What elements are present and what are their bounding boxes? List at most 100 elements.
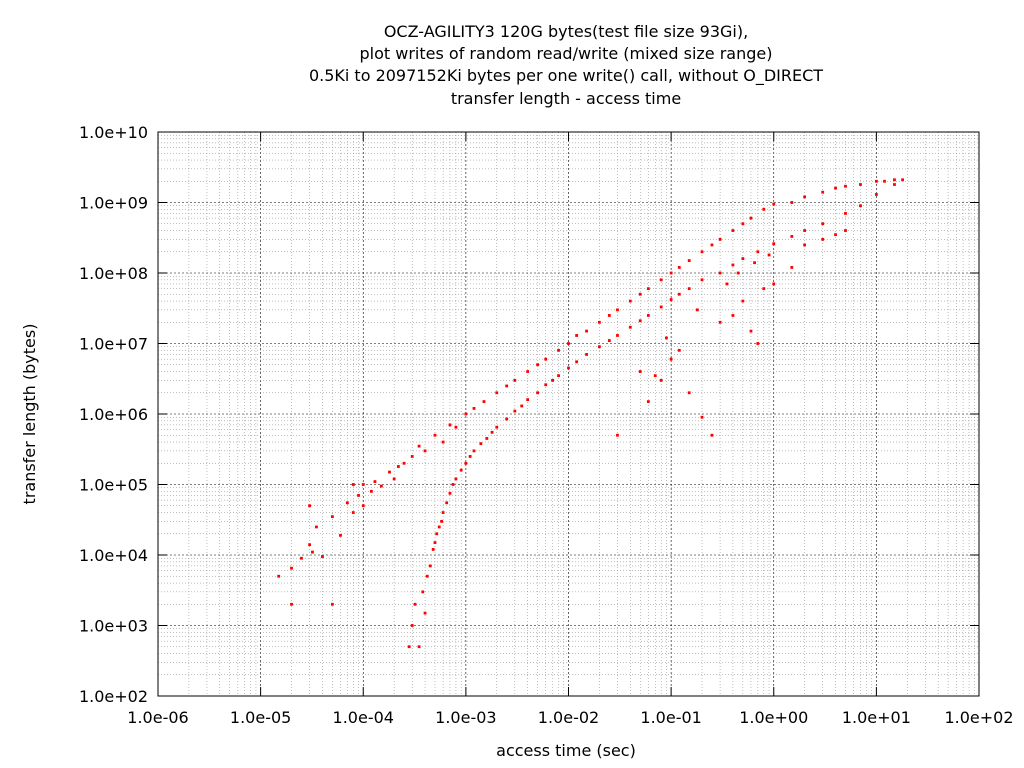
data-point — [351, 483, 355, 486]
data-point — [557, 348, 560, 352]
data-point — [736, 271, 740, 275]
data-point — [585, 329, 588, 333]
data-point — [472, 449, 476, 453]
data-point — [520, 404, 524, 408]
data-point — [485, 437, 489, 440]
data-point — [762, 207, 766, 211]
data-point — [345, 501, 349, 505]
chart-title: OCZ-AGILITY3 120G bytes(test file size 9… — [309, 22, 823, 108]
data-point — [567, 342, 570, 345]
data-point — [731, 263, 735, 267]
data-point — [700, 415, 704, 419]
data-point — [379, 484, 383, 488]
data-point — [441, 511, 445, 514]
data-point — [357, 494, 360, 497]
data-point — [417, 645, 421, 649]
data-point — [756, 342, 760, 345]
data-point — [388, 470, 391, 474]
data-point — [700, 250, 704, 254]
data-point — [451, 483, 455, 486]
data-point — [607, 314, 611, 317]
data-point — [373, 480, 377, 483]
data-point — [687, 287, 691, 291]
data-point — [413, 602, 417, 606]
data-point — [410, 455, 414, 458]
data-point — [687, 391, 691, 395]
data-point — [874, 179, 878, 183]
data-point — [731, 314, 735, 317]
data-point — [844, 229, 847, 232]
data-point — [883, 179, 886, 183]
data-point — [308, 504, 311, 508]
data-point — [821, 237, 825, 241]
data-point — [638, 292, 642, 296]
data-point — [669, 271, 673, 275]
data-point — [749, 329, 753, 333]
data-point — [762, 287, 766, 291]
data-point — [551, 378, 554, 382]
data-point — [687, 259, 691, 262]
data-point — [718, 320, 722, 324]
data-point — [505, 384, 509, 388]
data-point — [874, 193, 878, 196]
chart-title-line-2: plot writes of random read/write (mixed … — [360, 44, 773, 63]
data-point — [731, 229, 735, 232]
data-point — [544, 383, 548, 387]
chart-title-line-4: transfer length - access time — [451, 89, 681, 108]
plot-grid — [157, 132, 979, 697]
y-axis-ticks: 1.0e+02 1.0e+03 1.0e+04 1.0e+05 1.0e+06 1.0e+… — [79, 123, 979, 706]
data-point — [669, 298, 673, 301]
scatter-points — [277, 178, 904, 649]
x-axis-ticks: 1.0e-06 1.0e-05 1.0e-04 1.0e-03 1.0e-02 1.0e-… — [127, 132, 1014, 727]
data-point — [308, 543, 311, 547]
data-point — [468, 455, 472, 458]
data-point — [767, 253, 771, 257]
data-point — [361, 504, 365, 508]
data-point — [396, 465, 400, 468]
y-tick-label: 1.0e+05 — [79, 476, 148, 495]
data-point — [423, 449, 427, 453]
data-point — [495, 391, 499, 395]
data-point — [575, 334, 579, 337]
data-point — [392, 477, 396, 481]
data-point — [659, 278, 663, 282]
y-axis-label: transfer length (bytes) — [20, 324, 39, 505]
data-point — [677, 266, 681, 269]
data-point — [459, 468, 463, 472]
data-point — [677, 348, 681, 352]
data-point — [575, 360, 579, 364]
data-point — [646, 287, 650, 291]
data-point — [311, 550, 314, 554]
data-point — [710, 433, 714, 437]
data-point — [725, 282, 729, 286]
data-point — [448, 423, 452, 427]
data-point — [665, 336, 668, 340]
data-point — [821, 190, 825, 194]
data-point — [321, 555, 324, 558]
data-point — [718, 271, 722, 275]
data-point — [772, 242, 776, 246]
data-point — [431, 548, 435, 551]
data-point — [653, 374, 657, 378]
data-point — [741, 222, 745, 226]
y-tick-label: 1.0e+08 — [79, 264, 148, 283]
x-tick-label: 1.0e-04 — [333, 708, 394, 727]
data-point — [369, 489, 373, 493]
data-point — [536, 391, 540, 395]
x-tick-label: 1.0e+00 — [739, 708, 808, 727]
data-point — [756, 250, 760, 254]
data-point — [803, 229, 807, 232]
data-point — [479, 442, 483, 446]
data-point — [513, 409, 517, 413]
y-tick-label: 1.0e+09 — [79, 194, 148, 213]
data-point — [616, 433, 619, 437]
data-point — [753, 261, 756, 265]
data-point — [490, 430, 494, 434]
data-point — [361, 483, 365, 486]
data-point — [844, 184, 847, 188]
data-point — [749, 216, 753, 220]
data-point — [567, 366, 570, 370]
data-point — [495, 425, 499, 429]
y-tick-label: 1.0e+07 — [79, 335, 148, 354]
